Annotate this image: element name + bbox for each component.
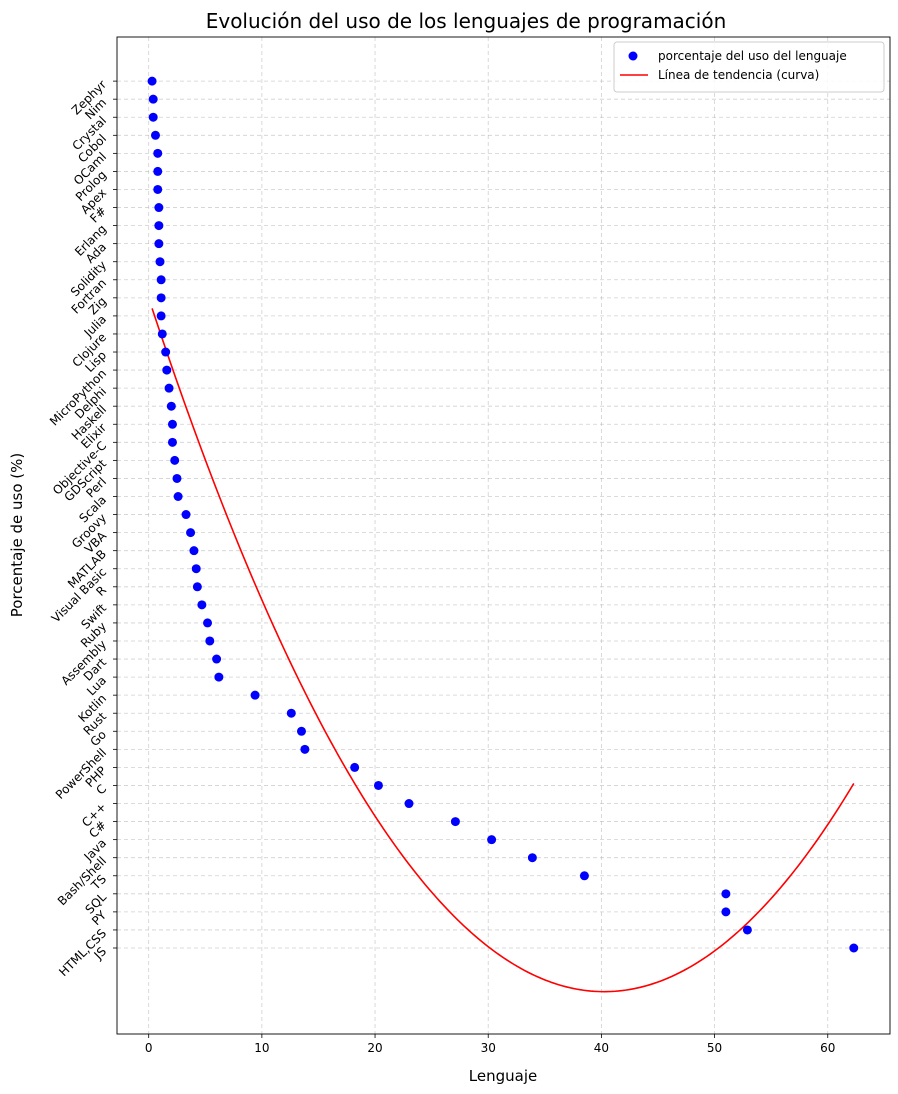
scatter-points [147,76,859,953]
data-point [197,600,207,610]
data-point [296,726,306,736]
data-point [721,907,731,917]
data-point [186,528,196,538]
data-point [148,94,158,104]
plot-frame [116,36,891,1035]
data-point [373,780,383,790]
x-tick-label: 50 [707,1041,722,1055]
data-point [181,510,191,520]
data-point [156,293,166,303]
data-point [154,221,164,231]
data-point [189,546,199,556]
data-point [153,166,163,176]
data-point [153,148,163,158]
legend: porcentaje del uso del lenguaje Línea de… [613,41,885,93]
data-point [156,275,166,285]
data-point [164,383,174,393]
legend-box [613,41,885,93]
x-axis-label: Lenguaje [469,1067,537,1085]
data-point [742,925,752,935]
data-point [527,853,537,863]
x-tick-label: 40 [594,1041,609,1055]
data-point [167,437,177,447]
data-point [155,257,165,267]
data-point [350,762,360,772]
trend-line [151,308,855,993]
data-point [156,311,166,321]
data-point [167,419,177,429]
y-axis-label: Porcentaje de uso (%) [8,453,26,618]
x-tick-label: 30 [481,1041,496,1055]
data-point [404,799,414,809]
data-point [203,618,213,628]
legend-label-trend: Línea de tendencia (curva) [658,68,819,82]
data-point [250,690,260,700]
data-point [191,564,201,574]
legend-scatter-marker [628,51,638,61]
data-point [300,744,310,754]
data-point [487,835,497,845]
data-point [286,708,296,718]
data-point [147,76,157,86]
data-point [172,473,182,483]
x-tick-label: 10 [254,1041,269,1055]
data-point [153,184,163,194]
data-point [721,889,731,899]
data-point [157,329,167,339]
data-point [212,654,222,664]
data-point [161,347,171,357]
grid [117,37,890,1034]
data-point [214,672,224,682]
data-point [192,582,202,592]
data-point [166,401,176,411]
data-point [579,871,589,881]
data-point [150,130,160,140]
data-point [162,365,172,375]
x-tick-label: 20 [367,1041,382,1055]
x-tick-label: 60 [820,1041,835,1055]
data-point [450,817,460,827]
data-point [148,112,158,122]
data-point [205,636,215,646]
data-point [849,943,859,953]
data-point [173,492,183,501]
legend-label-scatter: porcentaje del uso del lenguaje [658,49,847,63]
x-tick-label: 0 [145,1041,153,1055]
chart-title: Evolución del uso de los lenguajes de pr… [206,9,727,33]
data-point [154,203,164,213]
x-axis-ticks: 0 10 20 30 40 50 60 [145,1034,835,1055]
data-point [170,455,180,465]
data-point [154,239,164,249]
